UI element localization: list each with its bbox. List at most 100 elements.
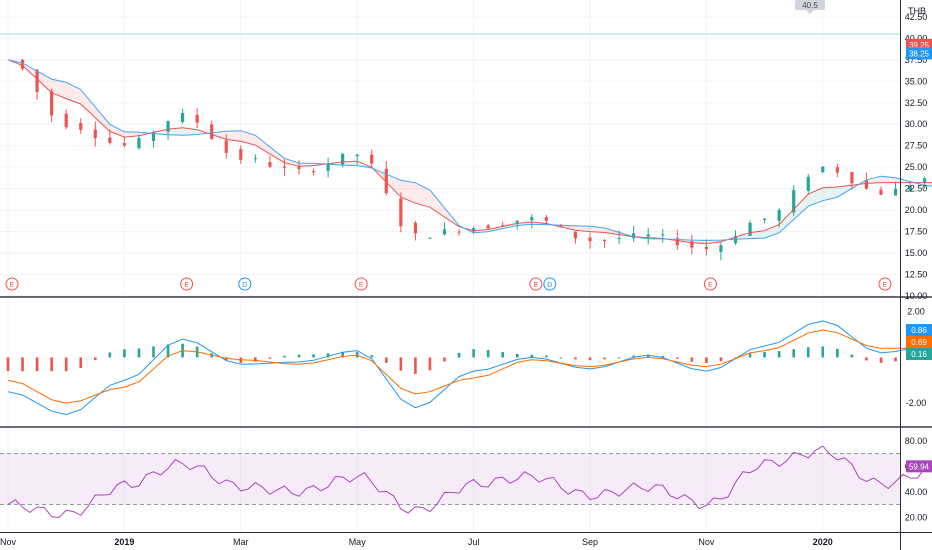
candle-body[interactable] — [602, 239, 607, 241]
ma-cloud-fill — [750, 230, 765, 239]
candle-body[interactable] — [341, 153, 345, 165]
candle-body[interactable] — [282, 166, 287, 168]
candle-body[interactable] — [268, 162, 272, 167]
earnings-marker[interactable] — [180, 277, 194, 291]
macd-histogram-bar — [545, 355, 548, 358]
price-y-tick: 22.50 — [905, 184, 928, 194]
candle-body[interactable] — [675, 238, 679, 246]
candle-body[interactable] — [777, 210, 781, 221]
candle-body[interactable] — [893, 188, 898, 196]
candle-body[interactable] — [792, 190, 796, 213]
candle-body[interactable] — [35, 69, 39, 92]
dividend-marker[interactable] — [543, 277, 557, 291]
candle-body[interactable] — [864, 180, 869, 189]
macd-histogram-bar — [283, 355, 286, 358]
earnings-marker[interactable] — [878, 277, 892, 291]
macd-last-value-tag — [906, 324, 932, 336]
candle-body[interactable] — [719, 245, 723, 252]
candle-body[interactable] — [195, 114, 199, 123]
candle-body[interactable] — [763, 218, 767, 220]
candle-body[interactable] — [821, 166, 825, 173]
candle-body[interactable] — [457, 231, 461, 233]
candle-body[interactable] — [253, 158, 257, 160]
price-marker-bubble[interactable] — [795, 0, 825, 10]
candle-body[interactable] — [93, 129, 97, 139]
candle-body[interactable] — [515, 220, 519, 224]
candle-body[interactable] — [661, 234, 665, 236]
price-last-value-tag — [906, 47, 932, 60]
macd-histogram-bar — [108, 352, 112, 358]
candle-body[interactable] — [210, 124, 214, 140]
candle-body[interactable] — [326, 163, 330, 171]
candle-body[interactable] — [486, 225, 490, 229]
candle-body[interactable] — [413, 222, 417, 234]
candle-body[interactable] — [122, 143, 126, 146]
candle-body[interactable] — [50, 91, 54, 116]
candle-body[interactable] — [573, 231, 578, 239]
macd-histogram-bar — [617, 357, 621, 359]
candle-body[interactable] — [690, 241, 694, 248]
macd-pane[interactable] — [6, 320, 932, 416]
candle-body[interactable] — [850, 172, 854, 184]
macd-histogram-bar — [879, 357, 883, 363]
price-y-tick: 20.00 — [905, 205, 928, 215]
candle-body[interactable] — [617, 238, 621, 240]
macd-histogram-bar — [6, 357, 10, 372]
candle-body[interactable] — [442, 229, 447, 235]
price-pane[interactable]: EEDEEDEEDEEDE40.5 — [0, 0, 932, 291]
candle-body[interactable] — [908, 185, 912, 191]
candle-body[interactable] — [384, 168, 388, 194]
candle-body[interactable] — [530, 217, 534, 221]
candle-body[interactable] — [370, 154, 374, 164]
candle-body[interactable] — [239, 149, 243, 160]
ma-cloud-fill — [822, 187, 838, 201]
macd-histogram-bar — [836, 348, 839, 358]
candle-body[interactable] — [355, 154, 359, 157]
candle-body[interactable] — [428, 237, 432, 239]
candle-body[interactable] — [588, 237, 592, 242]
ma-cloud-fill — [429, 190, 445, 217]
candle-body[interactable] — [501, 225, 505, 227]
candle-body[interactable] — [64, 113, 68, 128]
candle-body[interactable] — [151, 131, 156, 141]
earnings-marker[interactable] — [354, 277, 368, 291]
candle-body[interactable] — [108, 137, 112, 143]
dividend-marker[interactable] — [238, 277, 252, 291]
candle-body[interactable] — [311, 171, 316, 173]
currency-label: THB — [908, 6, 926, 16]
candle-body[interactable] — [923, 178, 927, 183]
candle-body[interactable] — [20, 59, 25, 69]
candle-body[interactable] — [297, 166, 301, 169]
earnings-marker[interactable] — [5, 277, 19, 291]
earnings-marker[interactable] — [529, 277, 543, 291]
rsi-last-value-label: 59.94 — [909, 462, 930, 471]
candle-body[interactable] — [704, 246, 708, 250]
event-marker-label: D — [242, 282, 247, 289]
macd-histogram-bar — [705, 357, 708, 363]
candle-body[interactable] — [137, 137, 141, 148]
candle-body[interactable] — [646, 234, 650, 237]
candle-body[interactable] — [879, 189, 883, 195]
candle-body[interactable] — [544, 217, 548, 221]
macd-histogram-bar — [35, 357, 39, 372]
candle-body[interactable] — [835, 167, 839, 173]
candle-body[interactable] — [806, 176, 810, 191]
event-marker-label: E — [359, 282, 364, 289]
macd-histogram-bar — [326, 353, 330, 358]
macd-histogram-bar — [443, 357, 446, 362]
candle-body[interactable] — [181, 113, 185, 122]
candle-body[interactable] — [399, 198, 403, 227]
candle-body[interactable] — [748, 222, 752, 236]
earnings-marker[interactable] — [703, 277, 717, 291]
candle-body[interactable] — [632, 233, 636, 239]
candle-body[interactable] — [79, 123, 83, 130]
ma-cloud-fill — [211, 131, 227, 140]
price-marker-label: 40.5 — [802, 1, 818, 10]
candle-body[interactable] — [166, 121, 170, 132]
candle-body[interactable] — [472, 228, 476, 232]
event-marker-label: E — [184, 282, 189, 289]
candle-body[interactable] — [224, 140, 228, 153]
x-tick-label: May — [349, 537, 367, 547]
rsi-pane[interactable] — [0, 444, 932, 519]
